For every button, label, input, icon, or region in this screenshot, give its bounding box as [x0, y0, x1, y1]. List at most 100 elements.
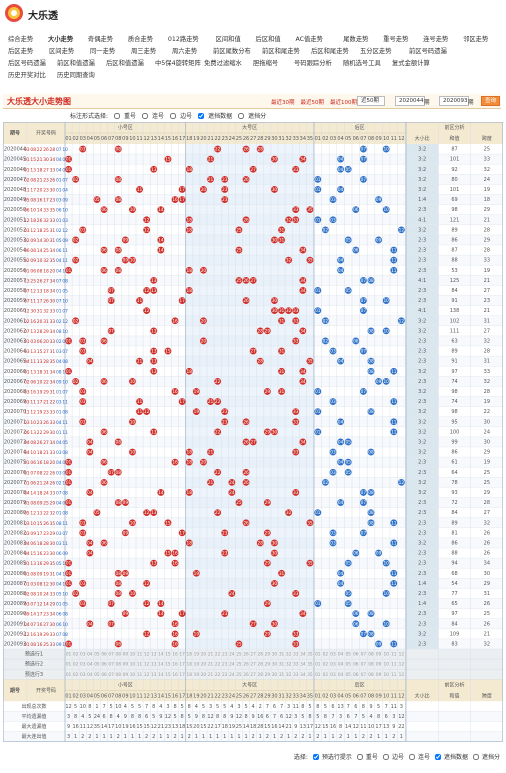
nav-link[interactable]: 后区走势 [8, 47, 34, 55]
stat-value: 7 [347, 704, 350, 710]
ball-number: 11 [391, 571, 397, 577]
span: 29 [484, 581, 490, 587]
stat-value: 18 [250, 724, 256, 730]
ball-number: 31 [279, 349, 285, 355]
ratio-bg [406, 386, 439, 397]
nav-link[interactable]: 历史同期查询 [57, 71, 95, 79]
ball-number: 03 [330, 470, 336, 476]
nav-link[interactable]: 后区和值遗漏 [106, 59, 144, 67]
ball-number: 18 [187, 369, 193, 375]
ball-number: 06 [101, 248, 107, 254]
checkbox[interactable] [142, 112, 149, 119]
nav-link[interactable]: AC值走势 [295, 35, 323, 43]
front-number: 34 [50, 157, 56, 163]
query-button[interactable]: 查询 [481, 96, 501, 106]
nav-link[interactable]: 尾数走势 [343, 35, 369, 43]
checkbox[interactable] [114, 112, 121, 119]
sum: 78 [451, 480, 457, 486]
nav-link[interactable]: 邻区走势 [463, 35, 489, 43]
nav-link[interactable]: 周三走势 [131, 47, 157, 55]
front-ball [107, 600, 115, 607]
nav-link[interactable]: 前区号码遗漏 [409, 47, 447, 55]
back-ball [337, 569, 344, 577]
nav-link[interactable]: 012路走势 [167, 35, 199, 43]
nav-link[interactable]: 同一走势 [90, 47, 116, 55]
ball-number: 07 [108, 298, 114, 304]
checkbox[interactable] [382, 753, 389, 760]
nav-link[interactable]: 前区和值遗漏 [57, 59, 95, 67]
checkbox[interactable] [170, 112, 177, 119]
ball-number: 08 [368, 611, 374, 617]
recent-link[interactable]: 最近100期 [330, 100, 357, 106]
checkbox[interactable] [408, 753, 415, 760]
checkbox[interactable] [312, 753, 319, 760]
checkbox-label: 遮挡数据 [208, 113, 233, 120]
nav-link[interactable]: 前区和尾走势 [262, 47, 300, 55]
ball-number: 33 [293, 450, 299, 456]
ball-number: 07 [361, 389, 367, 395]
nav-link[interactable]: 后区号码遗漏 [8, 59, 46, 67]
nav-link[interactable]: 大小走势 [47, 35, 74, 43]
nav-link[interactable]: 免费过滤缩水 [204, 59, 242, 67]
from-input[interactable]: 2020044 [395, 96, 425, 106]
ratio: 2:3 [418, 338, 426, 344]
back-ball [398, 478, 405, 486]
nav-link[interactable]: 周六走势 [172, 47, 198, 55]
nav-link[interactable]: 复式金额计算 [392, 59, 430, 67]
ball-number: 25 [236, 248, 242, 254]
checkbox[interactable] [472, 753, 479, 760]
span: 27 [484, 288, 490, 294]
ratio: 2:3 [418, 510, 426, 516]
stat-value: 1 [159, 734, 162, 740]
nav-link[interactable]: 历史开奖对比 [8, 71, 46, 79]
front-ball [79, 418, 87, 426]
period-select[interactable]: 近50期 [357, 96, 385, 106]
nav-link[interactable]: 中5保4旋转矩阵 [155, 59, 201, 67]
back-number: 04 [56, 571, 62, 577]
stat-value: 3 [67, 734, 70, 740]
front-number: 03 [24, 530, 30, 536]
nav-link[interactable]: 随机选号工具 [343, 59, 381, 67]
nav-link[interactable]: 综合走势 [8, 35, 34, 43]
nav-link[interactable]: 五分区走势 [360, 47, 392, 55]
preset-number: 17 [179, 672, 185, 678]
checkbox[interactable] [238, 112, 245, 119]
nav-link[interactable]: 后区和值 [255, 35, 281, 43]
checkbox[interactable] [356, 753, 363, 760]
col-number: 02 [322, 136, 328, 142]
front-number: 17 [43, 197, 49, 203]
ratio: 3:2 [418, 480, 426, 486]
nav-link[interactable]: 区间走势 [49, 47, 75, 55]
preset-number: 03 [80, 652, 86, 658]
recent-link[interactable]: 最近30期 [271, 100, 295, 106]
back-number: 03 [56, 470, 62, 476]
stat-value: 3 [209, 704, 212, 710]
nav-link[interactable]: 号码跟踪分析 [294, 59, 332, 67]
checkbox[interactable] [434, 753, 441, 760]
ball-number: 29 [265, 530, 271, 536]
back-number: 08 [62, 359, 68, 365]
nav-link[interactable]: 后区和尾走势 [311, 47, 349, 55]
back-ball [382, 327, 390, 335]
to-input[interactable]: 2020093 [439, 96, 469, 106]
preset-number: 30 [272, 662, 278, 668]
nav-link[interactable]: 区间和值 [215, 35, 241, 43]
preset-number: 35 [307, 662, 313, 668]
front-ball [292, 408, 300, 416]
nav-link[interactable]: 胆拖缩号 [253, 59, 279, 67]
back-number: 11 [62, 520, 68, 526]
recent-link[interactable]: 最近50期 [300, 100, 325, 106]
col-number: 35 [307, 136, 313, 142]
front-number: 15 [37, 349, 43, 355]
span: 29 [484, 207, 490, 213]
nav-link[interactable]: 前区尾数分布 [213, 47, 251, 55]
stat-value: 8 [188, 704, 191, 710]
front-ball [271, 549, 278, 557]
checkbox[interactable] [198, 112, 205, 119]
nav-link[interactable]: 重号走势 [383, 35, 409, 43]
ratio-bg [406, 376, 439, 387]
stat-value: 5 [223, 704, 226, 710]
nav-link[interactable]: 质合走势 [127, 35, 154, 43]
nav-link[interactable]: 连号走势 [423, 35, 449, 43]
nav-link[interactable]: 奇偶走势 [87, 35, 114, 43]
